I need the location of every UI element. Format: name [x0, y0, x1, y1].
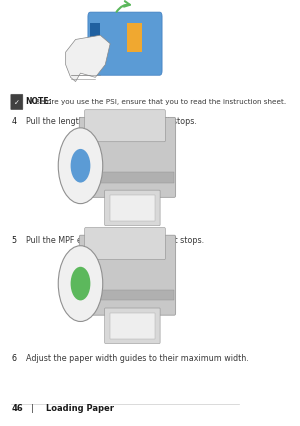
Bar: [90, 23, 100, 52]
Text: NOTE:: NOTE:: [25, 97, 52, 106]
Text: Pull the MPF extension forward until it stops.: Pull the MPF extension forward until it …: [26, 236, 204, 245]
Text: 5: 5: [11, 236, 16, 245]
Circle shape: [70, 267, 90, 300]
FancyBboxPatch shape: [110, 195, 155, 221]
Text: Adjust the paper width guides to their maximum width.: Adjust the paper width guides to their m…: [26, 354, 249, 363]
Circle shape: [58, 246, 103, 322]
FancyBboxPatch shape: [79, 117, 176, 197]
Bar: [128, 23, 142, 52]
FancyBboxPatch shape: [105, 308, 160, 343]
FancyBboxPatch shape: [110, 313, 155, 339]
FancyBboxPatch shape: [105, 190, 160, 225]
Text: |: |: [31, 404, 34, 413]
Bar: [80, 290, 174, 300]
Polygon shape: [66, 35, 110, 81]
Circle shape: [58, 128, 103, 204]
FancyBboxPatch shape: [85, 110, 165, 142]
FancyBboxPatch shape: [85, 227, 165, 259]
FancyBboxPatch shape: [11, 94, 23, 110]
Text: ✓: ✓: [14, 100, 20, 106]
Text: 6: 6: [11, 354, 16, 363]
Text: Before you use the PSI, ensure that you to read the instruction sheet.: Before you use the PSI, ensure that you …: [35, 99, 286, 105]
Circle shape: [70, 149, 90, 183]
Text: 4: 4: [11, 117, 16, 127]
FancyBboxPatch shape: [88, 12, 162, 75]
Bar: [80, 172, 174, 183]
FancyBboxPatch shape: [79, 235, 176, 315]
Text: Loading Paper: Loading Paper: [46, 404, 114, 413]
Text: Pull the length guide forward until it stops.: Pull the length guide forward until it s…: [26, 117, 197, 127]
Text: 46: 46: [11, 404, 23, 413]
